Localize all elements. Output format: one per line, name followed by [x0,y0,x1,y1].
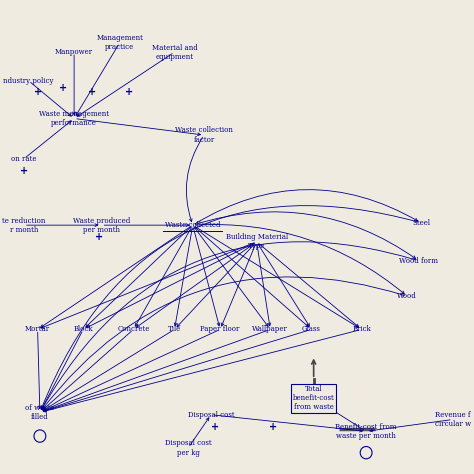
Text: te reduction
r month: te reduction r month [2,217,46,234]
Text: Revenue f
circular w: Revenue f circular w [435,411,471,428]
Text: Wallpaper: Wallpaper [252,326,288,333]
Text: Wood: Wood [397,292,417,300]
Text: Total
benefit-cost
from waste: Total benefit-cost from waste [293,385,335,411]
Text: ndustry policy: ndustry policy [3,77,54,84]
Text: Block: Block [73,326,93,333]
Text: Manpower: Manpower [55,48,93,56]
Text: Management
practice: Management practice [96,34,143,51]
Text: +: + [34,87,42,98]
Text: Waste management
performance: Waste management performance [39,110,109,127]
Text: +: + [269,421,277,432]
Text: Waste produced
per month: Waste produced per month [73,217,130,234]
Text: Disposal cost: Disposal cost [188,411,234,419]
Text: +: + [88,87,96,98]
Text: Paper floor: Paper floor [201,326,240,333]
Text: +: + [125,87,133,98]
Text: +: + [95,232,103,242]
Text: Glass: Glass [302,326,321,333]
Text: Tile: Tile [168,326,181,333]
Text: Wood form: Wood form [399,257,438,264]
Text: +: + [211,421,219,432]
Text: Waste collected: Waste collected [165,221,220,229]
Text: Building Material
Type: Building Material Type [226,233,288,250]
Text: +: + [20,165,28,176]
Text: +: + [59,82,67,93]
Text: Concrete: Concrete [117,326,150,333]
Text: Benefit-cost from
waste per month: Benefit-cost from waste per month [336,423,397,440]
Text: Material and
equipment: Material and equipment [152,44,197,61]
Text: on rate: on rate [11,155,36,163]
Text: Steel: Steel [412,219,430,227]
Text: Disposal cost
per kg: Disposal cost per kg [165,439,211,456]
Text: Mortar: Mortar [25,326,50,333]
Text: of waste
filled: of waste filled [25,404,55,421]
Text: Waste collection
factor: Waste collection factor [175,127,233,144]
Text: Brick: Brick [352,326,371,333]
